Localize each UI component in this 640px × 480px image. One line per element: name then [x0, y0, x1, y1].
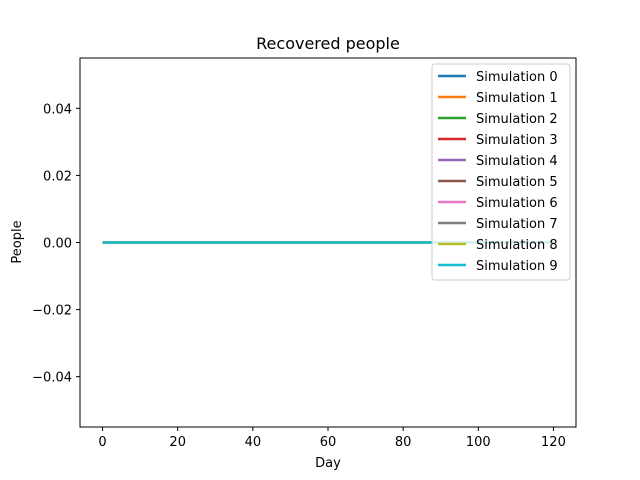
y-axis: −0.04 −0.02 0.00 0.02 0.04 [32, 102, 80, 386]
legend-label-simulation-5: Simulation 5 [476, 175, 558, 190]
x-tick-label: 80 [395, 435, 412, 450]
x-tick-label: 60 [320, 435, 337, 450]
legend-label-simulation-3: Simulation 3 [476, 133, 558, 148]
y-tick-label: 0.02 [43, 169, 72, 184]
y-axis-label: People [10, 220, 25, 263]
legend-label-simulation-9: Simulation 9 [476, 259, 558, 274]
legend[interactable]: Simulation 0 Simulation 1 Simulation 2 Simu… [431, 63, 571, 281]
x-tick-label: 20 [169, 435, 186, 450]
legend-box [431, 63, 571, 281]
x-tick-label: 40 [245, 435, 262, 450]
y-tick-label: 0.00 [43, 237, 72, 252]
legend-label-simulation-7: Simulation 7 [476, 217, 558, 232]
y-tick-label: −0.04 [32, 371, 72, 386]
legend-label-simulation-4: Simulation 4 [476, 154, 558, 169]
x-tick-label: 120 [541, 435, 566, 450]
x-axis: 0 20 40 60 80 100 120 [98, 427, 566, 450]
y-tick-label: 0.04 [43, 102, 72, 117]
legend-label-simulation-0: Simulation 0 [476, 70, 558, 85]
x-tick-label: 100 [466, 435, 491, 450]
chart-title: Recovered people [256, 34, 400, 53]
legend-label-simulation-2: Simulation 2 [476, 112, 558, 127]
legend-label-simulation-1: Simulation 1 [476, 91, 558, 106]
x-axis-label: Day [315, 456, 341, 471]
x-tick-label: 0 [98, 435, 106, 450]
legend-label-simulation-8: Simulation 8 [476, 238, 558, 253]
y-tick-label: −0.02 [32, 304, 72, 319]
legend-label-simulation-6: Simulation 6 [476, 196, 558, 211]
